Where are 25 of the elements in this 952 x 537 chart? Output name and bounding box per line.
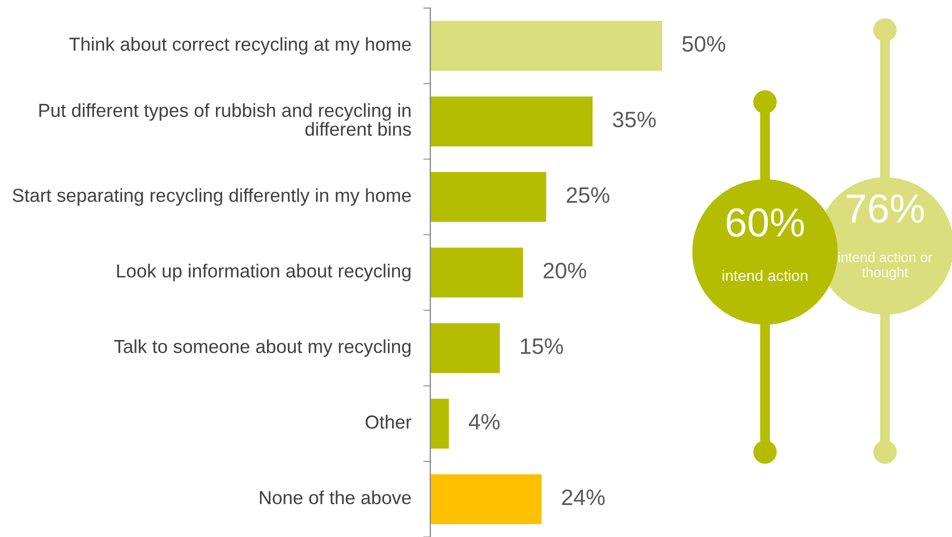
y-tick-label: Start separating recycling differently in my home [12, 188, 411, 206]
data-label: 50% [682, 36, 726, 52]
bar [430, 474, 542, 524]
y-tick-label: Other [366, 414, 412, 429]
bar [430, 248, 524, 298]
y-tick-label: Put different types of rubbish and recycling in different bins [39, 103, 411, 136]
y-tick-label: Think about correct recycling at my home [69, 37, 411, 55]
data-label: 4% [468, 414, 500, 430]
text: 60% [726, 208, 804, 237]
data-label: 20% [544, 262, 586, 278]
bar [430, 398, 449, 449]
bar [430, 20, 662, 71]
bar [430, 96, 593, 146]
text: 76% [846, 194, 924, 223]
bar [430, 323, 500, 374]
bar [430, 172, 546, 222]
text: intend action or thought [838, 252, 932, 280]
y-tick-label: Talk to someone about my recycling [114, 339, 410, 357]
data-label: 35% [612, 112, 656, 128]
data-label: 15% [520, 338, 563, 354]
y-tick-label: None of the above [260, 490, 411, 504]
data-label: 24% [562, 489, 605, 506]
y-tick-label: Look up information about recycling [117, 264, 410, 282]
data-label: 25% [566, 187, 610, 203]
text: intend action [722, 270, 808, 282]
